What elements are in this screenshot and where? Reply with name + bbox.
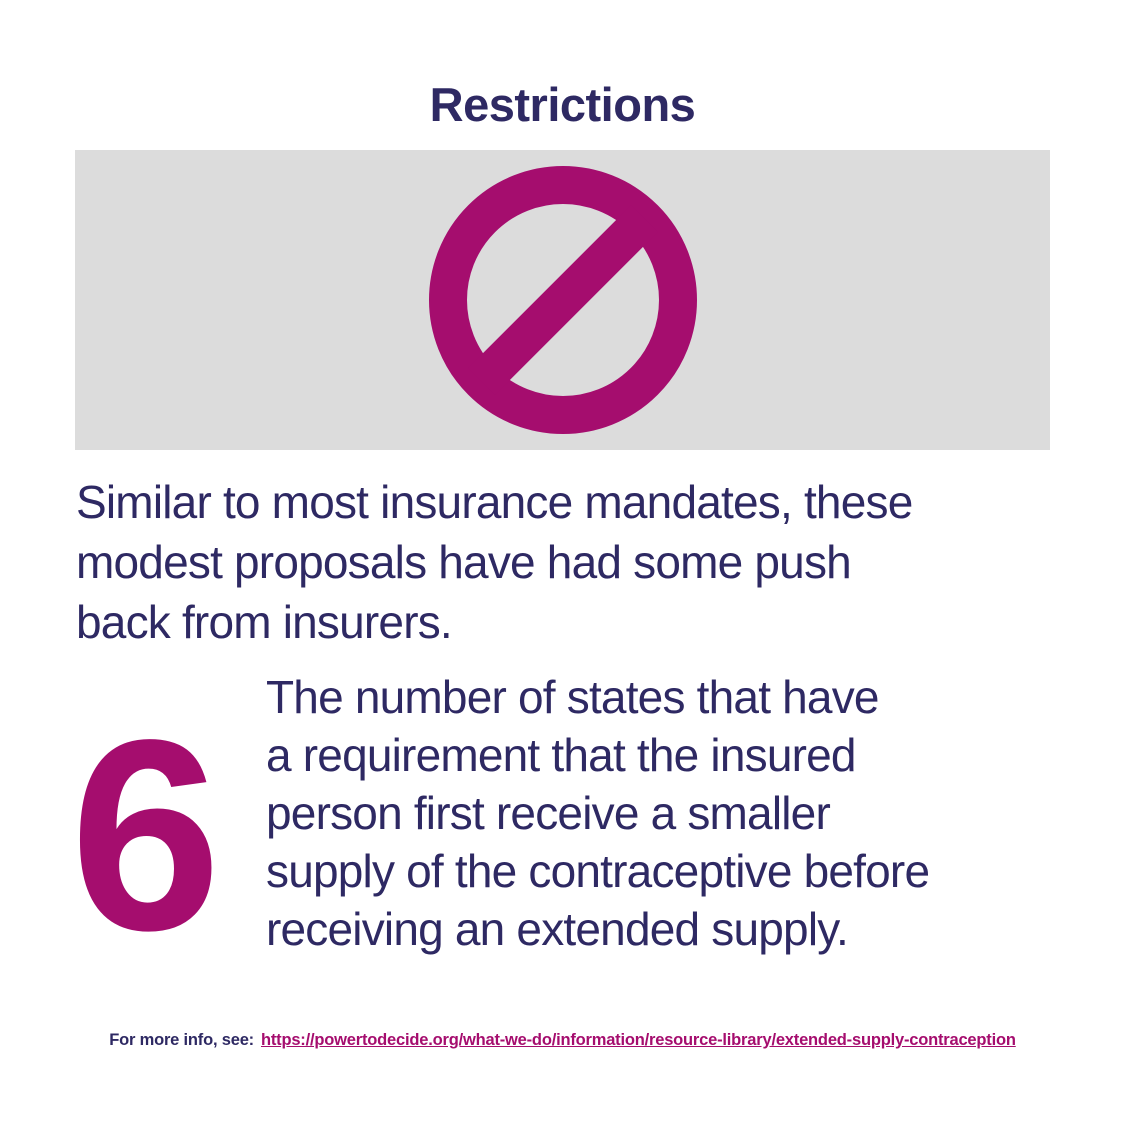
footer: For more info, see: https://powertodecide… xyxy=(0,1031,1125,1050)
stat-line: supply of the contraceptive before xyxy=(266,845,930,897)
stat-line: a requirement that the insured xyxy=(266,729,857,781)
stat-description: The number of states that have a require… xyxy=(266,668,1086,958)
intro-paragraph: Similar to most insurance mandates, thes… xyxy=(76,472,1066,652)
stat-line: person first receive a smaller xyxy=(266,787,831,839)
stat-line: receiving an extended supply. xyxy=(266,903,849,955)
page-title: Restrictions xyxy=(429,78,696,132)
intro-line: modest proposals have had some push xyxy=(76,536,852,588)
no-symbol-icon xyxy=(428,166,697,434)
intro-line: Similar to most insurance mandates, thes… xyxy=(76,476,913,528)
stat-line: The number of states that have xyxy=(266,671,880,723)
icon-banner xyxy=(75,150,1050,450)
stat-number: 6 xyxy=(70,683,222,987)
source-link[interactable]: https://powertodecide.org/what-we-do/inf… xyxy=(260,1031,1016,1049)
footer-prefix-label: For more info, see: xyxy=(109,1031,254,1049)
intro-line: back from insurers. xyxy=(76,596,453,648)
